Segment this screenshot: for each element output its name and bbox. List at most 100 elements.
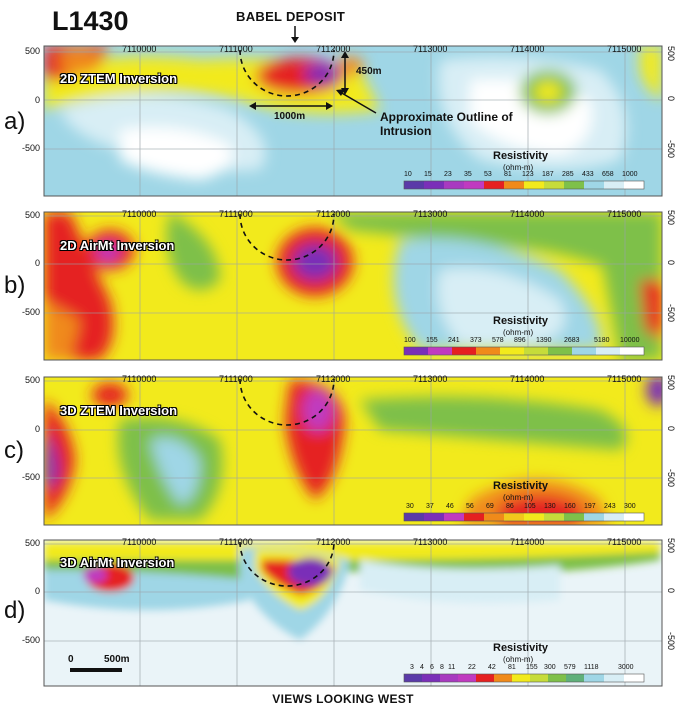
legend-value: 23 <box>444 171 452 178</box>
legend-value: 243 <box>604 503 616 510</box>
panel-name-a: 2D ZTEM Inversion <box>60 71 178 86</box>
x-tick-label: 7115000 <box>607 374 642 384</box>
panel-name-d: 3D AirMt Inversion <box>60 555 175 570</box>
legend-b-values: 100 155 241 373 578 896 1390 2683 5180 1… <box>404 337 644 347</box>
x-tick-label: 7112000 <box>316 44 351 54</box>
outline-pointer-arrow <box>336 89 377 114</box>
legend-value: 3 <box>410 664 414 671</box>
x-tick-label: 7114000 <box>510 44 545 54</box>
y-tick-label: -500 <box>666 632 676 651</box>
y-tick-label: 500 <box>24 210 40 220</box>
legend-value: 578 <box>492 337 504 344</box>
legend-value: 46 <box>446 503 454 510</box>
footer-label: VIEWS LOOKING WEST <box>272 692 414 706</box>
y-tick-label: 0 <box>666 260 676 266</box>
legend-a-colorbar <box>403 180 645 190</box>
legend-value: 433 <box>582 171 594 178</box>
y-tick-label: 500 <box>666 46 676 62</box>
legend-value: 10 <box>404 171 412 178</box>
x-tick-label: 7114000 <box>510 374 545 384</box>
legend-value: 6 <box>430 664 434 671</box>
depth-label: 450m <box>356 66 382 77</box>
panel-c-section <box>44 377 662 525</box>
panel-d-section <box>44 540 662 686</box>
legend-value: 53 <box>484 171 492 178</box>
legend-value: 10000 <box>620 337 640 344</box>
x-tick-label: 7115000 <box>607 44 642 54</box>
legend-value: 300 <box>624 503 636 510</box>
scale-bar-end-label: 500m <box>104 654 130 665</box>
legend-value: 123 <box>522 171 534 178</box>
y-tick-label: 0 <box>666 426 676 432</box>
legend-value: 15 <box>424 171 432 178</box>
panel-borders <box>43 45 663 687</box>
legend-value: 241 <box>448 337 460 344</box>
legend-value: 160 <box>564 503 576 510</box>
legend-b-title: Resistivity <box>493 315 549 327</box>
y-tick-label: 0 <box>34 258 40 268</box>
legend-b-unit: (ohm-m) <box>503 328 534 337</box>
legend-value: 197 <box>584 503 596 510</box>
legend-value: 81 <box>508 664 516 671</box>
legend-value: 1118 <box>584 664 599 671</box>
panel-letter-a: a) <box>4 108 26 135</box>
width-label: 1000m <box>274 111 306 122</box>
panel-b-section <box>44 212 662 360</box>
legend-value: 579 <box>564 664 576 671</box>
legend-value: 100 <box>404 337 416 344</box>
legend-c-values: 30 37 46 56 69 86 105 130 160 197 243 30… <box>404 503 644 513</box>
figure-title: L1430 <box>52 6 129 36</box>
legend-value: 2683 <box>564 337 580 344</box>
y-tick-label: 500 <box>666 538 676 554</box>
panel-name-c: 3D ZTEM Inversion <box>60 403 178 418</box>
y-tick-label: 0 <box>666 96 676 102</box>
legend-value: 896 <box>514 337 526 344</box>
x-tick-label: 7110000 <box>122 374 157 384</box>
y-tick-label: 500 <box>24 538 40 548</box>
legend-d-values: 3 4 6 8 11 22 42 81 155 300 579 1118 300… <box>404 664 644 674</box>
y-tick-label: -500 <box>666 469 676 488</box>
legend-b-colorbar <box>403 346 645 356</box>
legend-value: 285 <box>562 171 574 178</box>
x-tick-label: 7112000 <box>316 209 351 219</box>
x-tick-label: 7110000 <box>122 537 157 547</box>
y-tick-label: 500 <box>666 375 676 391</box>
y-tick-label: -500 <box>21 635 40 645</box>
legend-value: 187 <box>542 171 554 178</box>
panel-letter-c: c) <box>4 437 24 464</box>
legend-a-values: 10 15 23 35 53 81 123 187 285 433 658 10… <box>404 171 644 181</box>
legend-value: 22 <box>468 664 476 671</box>
legend-c-colorbar <box>403 512 645 522</box>
x-tick-label: 7110000 <box>122 209 157 219</box>
y-tick-label: -500 <box>21 472 40 482</box>
legend-value: 300 <box>544 664 556 671</box>
x-tick-label: 7114000 <box>510 209 545 219</box>
x-tick-label: 7112000 <box>316 374 351 384</box>
x-tick-label: 7115000 <box>607 537 642 547</box>
legend-c-title: Resistivity <box>493 480 549 492</box>
x-tick-label: 7113000 <box>413 537 448 547</box>
legend-a-unit: (ohm-m) <box>503 163 534 172</box>
x-tick-label: 7111000 <box>219 44 253 54</box>
x-tick-label: 7112000 <box>316 537 351 547</box>
y-tick-label: -500 <box>21 307 40 317</box>
x-tick-label: 7111000 <box>219 537 253 547</box>
y-tick-label: 0 <box>34 95 40 105</box>
legend-value: 30 <box>406 503 414 510</box>
x-tick-label: 7114000 <box>510 537 545 547</box>
intrusion-outline-dashed <box>239 49 335 587</box>
scale-bar-start-label: 0 <box>68 654 74 665</box>
y-tick-label: -500 <box>21 143 40 153</box>
legend-d-unit: (ohm-m) <box>503 655 534 664</box>
legend-value: 373 <box>470 337 482 344</box>
y-tick-label: 500 <box>24 46 40 56</box>
legend-value: 1000 <box>622 171 638 178</box>
y-tick-label: 0 <box>34 424 40 434</box>
deposit-arrow <box>291 26 299 43</box>
scale-bar <box>70 668 122 672</box>
x-tick-label: 7110000 <box>122 44 157 54</box>
legend-value: 105 <box>524 503 536 510</box>
y-tick-label: 0 <box>666 588 676 594</box>
panel-letter-d: d) <box>4 597 26 624</box>
y-tick-label: 500 <box>666 210 676 226</box>
